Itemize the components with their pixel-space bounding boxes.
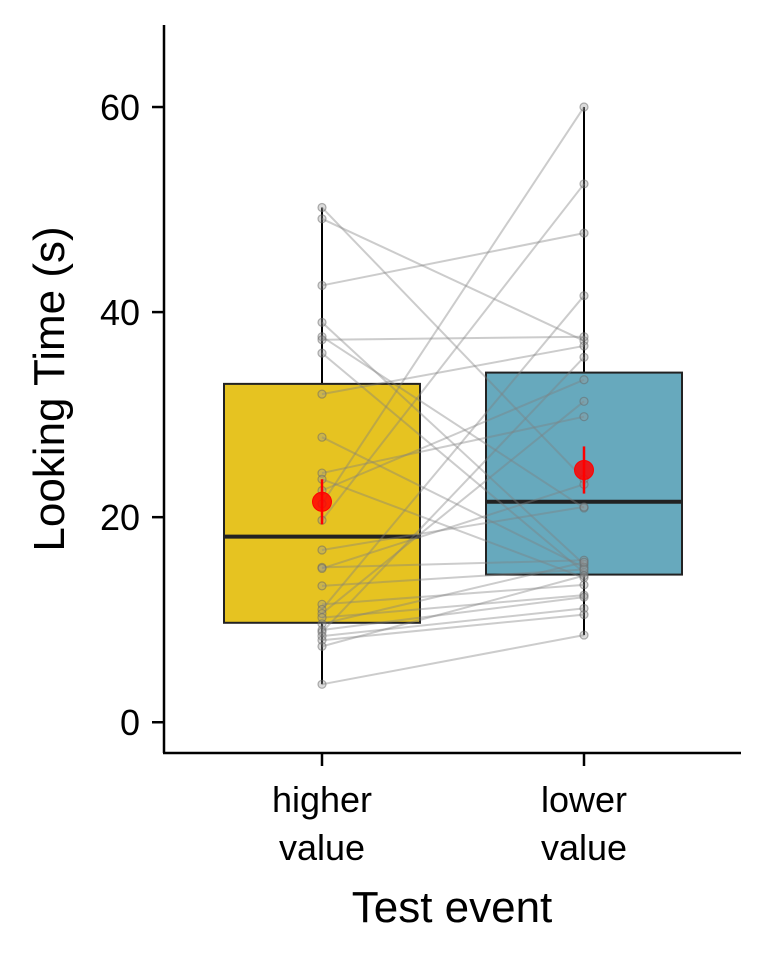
paired-line	[321, 559, 585, 569]
paired-line	[321, 232, 585, 287]
data-point	[317, 317, 327, 327]
data-point	[579, 603, 589, 614]
data-point	[317, 348, 327, 358]
data-point	[317, 332, 327, 342]
data-point	[579, 630, 589, 640]
paired-line	[321, 400, 585, 615]
data-point	[579, 609, 589, 620]
paired-line	[321, 596, 585, 631]
data-point	[317, 468, 327, 478]
data-point	[317, 679, 327, 689]
paired-line	[321, 356, 585, 633]
paired-line	[321, 594, 585, 619]
data-point	[579, 228, 589, 238]
paired-line	[321, 583, 585, 606]
paired-line	[321, 568, 585, 587]
paired-line	[321, 183, 585, 521]
data-point	[317, 635, 327, 645]
paired-line	[321, 321, 585, 566]
mean-point-0	[312, 491, 332, 512]
axes: 0 20 40 60 higher value lower value	[100, 25, 741, 868]
paired-observations	[317, 102, 589, 689]
paired-line	[321, 574, 585, 648]
data-point	[579, 102, 589, 112]
paired-line	[321, 295, 585, 611]
paired-line	[321, 344, 585, 396]
data-point	[579, 396, 589, 406]
paired-line	[321, 335, 585, 341]
paired-line	[321, 106, 585, 505]
data-point	[579, 564, 589, 575]
paired-line	[321, 352, 585, 574]
data-point	[579, 502, 589, 512]
data-point	[317, 389, 327, 399]
paired-line	[321, 634, 585, 686]
data-point	[579, 592, 589, 602]
paired-line	[321, 217, 585, 342]
paired-line	[321, 478, 585, 579]
paired-line	[321, 505, 585, 551]
data-point	[317, 613, 327, 623]
y-axis-title: Looking Time (s)	[25, 226, 74, 551]
y-tick-label: 60	[100, 87, 140, 128]
data-point	[579, 332, 589, 342]
paired-line	[321, 483, 585, 570]
paired-line	[321, 335, 585, 509]
mean-point-1	[574, 460, 594, 481]
y-tick-label: 20	[100, 497, 140, 538]
data-point	[317, 581, 327, 591]
y-tick-label: 0	[120, 702, 140, 743]
data-point	[579, 375, 589, 385]
paired-line	[321, 206, 585, 480]
data-point	[317, 545, 327, 555]
data-point	[317, 202, 327, 213]
paired-line	[321, 415, 585, 475]
data-point	[317, 563, 327, 574]
data-point	[579, 557, 589, 567]
paired-line	[321, 378, 585, 492]
paired-line	[321, 613, 585, 642]
data-point	[579, 571, 589, 581]
y-tick-label: 40	[100, 292, 140, 333]
paired-line	[321, 436, 585, 569]
data-point	[317, 280, 327, 291]
data-point	[317, 214, 327, 224]
data-point	[579, 179, 589, 189]
x-axis-title: Test event	[352, 883, 553, 932]
paired-line	[321, 561, 585, 625]
data-point	[317, 641, 327, 651]
data-point	[317, 432, 327, 442]
paired-line	[321, 607, 585, 638]
data-point	[317, 335, 327, 345]
data-point	[579, 412, 589, 422]
data-point	[579, 341, 589, 351]
x-tick-label-line2: value	[541, 827, 627, 868]
x-tick-label-line2: value	[279, 827, 365, 868]
plot-area	[223, 102, 683, 689]
data-point	[579, 352, 589, 362]
x-tick-label-line1: lower	[541, 779, 627, 820]
data-point	[579, 291, 589, 301]
data-point	[579, 580, 589, 590]
x-tick-label-line1: higher	[272, 779, 372, 820]
